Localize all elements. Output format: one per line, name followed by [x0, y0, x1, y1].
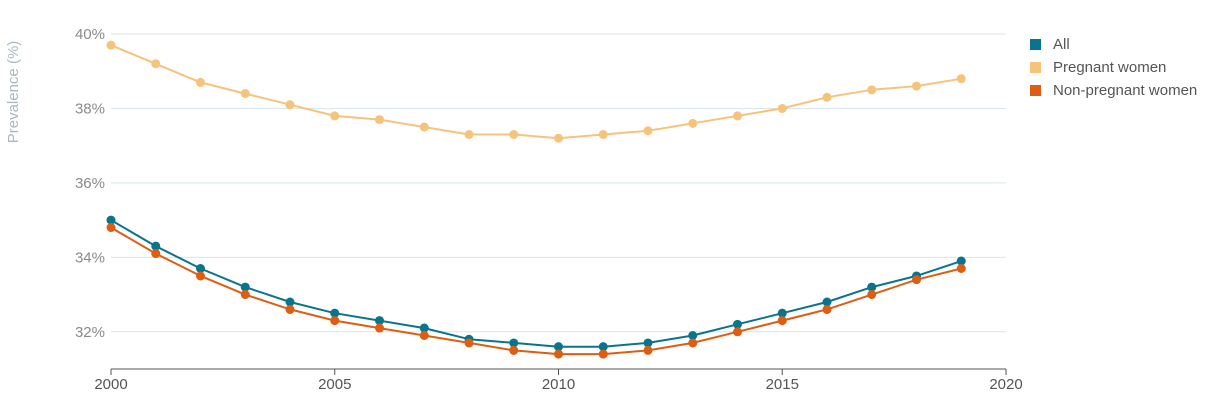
- data-point-non-pregnant-women-2008[interactable]: [464, 338, 474, 348]
- data-point-pregnant-women-2009[interactable]: [509, 130, 519, 139]
- data-point-all-2013[interactable]: [688, 331, 698, 340]
- data-point-all-2017[interactable]: [867, 282, 877, 292]
- x-tick-label: 2005: [318, 376, 351, 393]
- x-axis: 2000 2005 2010 2015 2020: [94, 368, 1023, 393]
- data-point-all-2009[interactable]: [509, 338, 519, 348]
- data-point-pregnant-women-2007[interactable]: [419, 122, 429, 132]
- data-point-pregnant-women-2013[interactable]: [688, 118, 698, 128]
- legend-label-all: All: [1053, 36, 1070, 53]
- data-point-pregnant-women-2010[interactable]: [554, 133, 563, 143]
- series-line-pregnant-women: [110, 44, 962, 140]
- data-point-non-pregnant-women-2017[interactable]: [867, 290, 877, 300]
- gridlines: [111, 33, 1006, 333]
- data-point-pregnant-women-2018[interactable]: [912, 81, 921, 91]
- data-point-pregnant-women-2011[interactable]: [598, 130, 608, 139]
- legend-swatch-non-pregnant-women: [1030, 85, 1041, 96]
- data-point-non-pregnant-women-2000[interactable]: [106, 223, 116, 233]
- series-line-non-pregnant-women: [110, 226, 962, 356]
- data-point-all-2007[interactable]: [419, 323, 429, 333]
- x-tick-label: 2000: [94, 376, 127, 393]
- legend-item-pregnant-women[interactable]: Pregnant women: [1030, 56, 1197, 79]
- data-point-non-pregnant-women-2019[interactable]: [956, 264, 966, 273]
- data-point-pregnant-women-2012[interactable]: [643, 126, 653, 136]
- data-point-pregnant-women-2014[interactable]: [733, 111, 742, 121]
- x-tick-label: 2020: [989, 376, 1022, 393]
- data-point-pregnant-women-2005[interactable]: [330, 111, 340, 121]
- x-tick-label: 2010: [542, 376, 575, 393]
- y-tick-label: 36%: [75, 175, 105, 192]
- data-point-non-pregnant-women-2018[interactable]: [912, 275, 921, 285]
- data-point-non-pregnant-women-2002[interactable]: [196, 271, 205, 281]
- data-point-pregnant-women-2002[interactable]: [196, 77, 205, 87]
- data-point-non-pregnant-women-2010[interactable]: [554, 349, 563, 359]
- data-point-pregnant-women-2016[interactable]: [822, 92, 832, 102]
- data-point-pregnant-women-2003[interactable]: [240, 89, 250, 99]
- data-point-non-pregnant-women-2009[interactable]: [509, 345, 519, 355]
- data-point-pregnant-women-2001[interactable]: [151, 59, 161, 69]
- data-point-non-pregnant-women-2001[interactable]: [151, 249, 161, 259]
- series-non-pregnant-women: [106, 223, 966, 359]
- data-point-all-2014[interactable]: [733, 319, 742, 329]
- y-tick-label: 32%: [75, 324, 105, 341]
- data-point-non-pregnant-women-2004[interactable]: [285, 304, 295, 314]
- data-point-pregnant-women-2000[interactable]: [106, 40, 116, 50]
- data-point-non-pregnant-women-2016[interactable]: [822, 304, 832, 314]
- data-point-all-2010[interactable]: [554, 342, 563, 352]
- legend-item-all[interactable]: All: [1030, 33, 1197, 56]
- y-tick-label: 40%: [75, 26, 105, 43]
- data-point-non-pregnant-women-2003[interactable]: [240, 290, 250, 300]
- data-point-all-2005[interactable]: [330, 308, 340, 318]
- legend-swatch-pregnant-women: [1030, 62, 1041, 73]
- series-line-all: [110, 219, 962, 348]
- y-tick-label: 34%: [75, 249, 105, 266]
- data-point-all-2006[interactable]: [375, 316, 384, 326]
- data-point-non-pregnant-women-2013[interactable]: [688, 338, 698, 348]
- data-point-all-2016[interactable]: [822, 297, 832, 307]
- data-point-non-pregnant-women-2005[interactable]: [330, 316, 340, 326]
- data-point-all-2019[interactable]: [956, 256, 966, 266]
- y-axis-ticks: 32% 34% 36% 38% 40%: [75, 26, 105, 341]
- legend-swatch-all: [1030, 39, 1041, 50]
- data-point-all-2001[interactable]: [151, 241, 161, 251]
- y-axis-label: Prevalence (%): [5, 41, 22, 144]
- data-point-non-pregnant-women-2015[interactable]: [777, 316, 787, 326]
- data-point-non-pregnant-women-2011[interactable]: [598, 349, 608, 359]
- data-point-all-2004[interactable]: [285, 297, 295, 307]
- data-point-all-2011[interactable]: [598, 342, 608, 352]
- data-point-pregnant-women-2019[interactable]: [956, 74, 966, 84]
- data-point-all-2015[interactable]: [777, 308, 787, 318]
- legend-label-pregnant-women: Pregnant women: [1053, 59, 1167, 76]
- data-point-non-pregnant-women-2006[interactable]: [375, 323, 384, 333]
- data-point-pregnant-women-2008[interactable]: [464, 130, 474, 139]
- data-point-all-2002[interactable]: [196, 264, 205, 273]
- legend-item-non-pregnant-women[interactable]: Non-pregnant women: [1030, 79, 1197, 102]
- data-point-non-pregnant-women-2014[interactable]: [733, 327, 742, 337]
- series-all: [106, 215, 966, 352]
- y-tick-label: 38%: [75, 100, 105, 117]
- series-layer: [106, 40, 966, 359]
- x-tick-label: 2015: [766, 376, 799, 393]
- data-point-non-pregnant-women-2012[interactable]: [643, 345, 653, 355]
- series-pregnant-women: [106, 40, 966, 143]
- data-point-pregnant-women-2017[interactable]: [867, 85, 877, 95]
- data-point-all-2012[interactable]: [643, 338, 653, 348]
- data-point-all-2000[interactable]: [106, 215, 116, 225]
- data-point-pregnant-women-2015[interactable]: [777, 103, 787, 113]
- data-point-non-pregnant-women-2007[interactable]: [419, 331, 429, 340]
- legend-label-non-pregnant-women: Non-pregnant women: [1053, 82, 1198, 99]
- data-point-pregnant-women-2004[interactable]: [285, 100, 295, 110]
- legend: All Pregnant women Non-pregnant women: [1030, 33, 1197, 102]
- data-point-all-2003[interactable]: [240, 282, 250, 292]
- data-point-pregnant-women-2006[interactable]: [375, 115, 384, 125]
